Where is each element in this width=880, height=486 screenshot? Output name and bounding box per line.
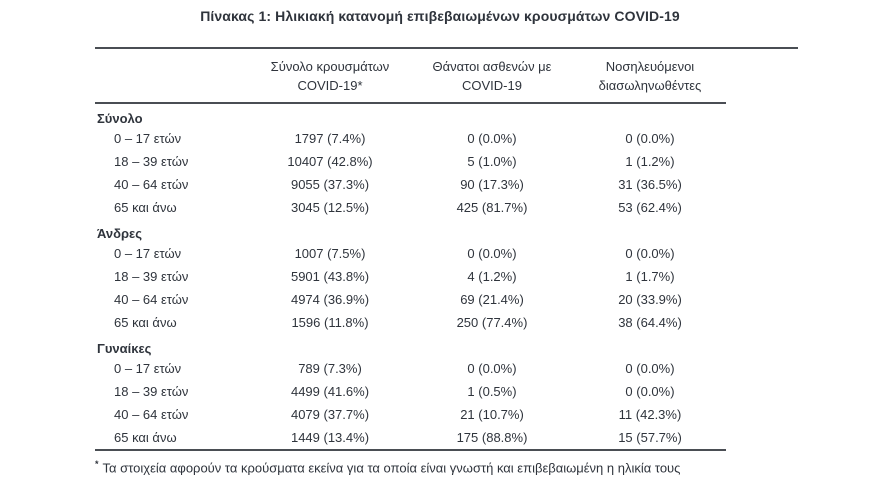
age-group-label: 0 – 17 ετών xyxy=(114,131,182,146)
cases-cell: 1797 (7.4%) xyxy=(294,131,366,146)
age-group-label: 18 – 39 ετών xyxy=(114,384,189,399)
column-header-line: COVID-19* xyxy=(297,78,363,93)
section-label-men: Άνδρες xyxy=(97,226,142,241)
deaths-cell: 69 (21.4%) xyxy=(460,292,524,307)
intubated-cell: 0 (0.0%) xyxy=(625,246,675,261)
table-row: 0 – 17 ετών 1007 (7.5%) 0 (0.0%) 0 (0.0%… xyxy=(95,242,726,265)
intubated-cell: 38 (64.4%) xyxy=(618,315,682,330)
table-row: 65 και άνω 3045 (12.5%) 425 (81.7%) 53 (… xyxy=(95,196,726,219)
cases-cell: 9055 (37.3%) xyxy=(290,177,370,192)
intubated-cell: 0 (0.0%) xyxy=(625,384,675,399)
table-row: 0 – 17 ετών 1797 (7.4%) 0 (0.0%) 0 (0.0%… xyxy=(95,127,726,150)
intubated-cell: 53 (62.4%) xyxy=(618,200,682,215)
table-row: 18 – 39 ετών 5901 (43.8%) 4 (1.2%) 1 (1.… xyxy=(95,265,726,288)
intubated-cell: 1 (1.2%) xyxy=(625,154,675,169)
intubated-cell: 11 (42.3%) xyxy=(618,407,682,422)
deaths-cell: 175 (88.8%) xyxy=(456,430,528,445)
age-group-label: 0 – 17 ετών xyxy=(114,246,182,261)
column-header-line: COVID-19 xyxy=(462,78,522,93)
column-header-deaths: Θάνατοι ασθενών με COVID-19 xyxy=(410,57,574,95)
deaths-cell: 90 (17.3%) xyxy=(460,177,524,192)
intubated-cell: 0 (0.0%) xyxy=(625,361,675,376)
cases-cell: 5901 (43.8%) xyxy=(290,269,370,284)
table-header: Σύνολο κρουσμάτων COVID-19* Θάνατοι ασθε… xyxy=(95,49,726,104)
footnote-text: Τα στοιχεία αφορούν τα κρούσματα εκείνα … xyxy=(102,460,681,476)
cases-cell: 1596 (11.8%) xyxy=(291,315,369,330)
age-group-label: 0 – 17 ετών xyxy=(114,361,182,376)
column-header-line: Σύνολο κρουσμάτων xyxy=(270,59,390,74)
table-body: Σύνολο 0 – 17 ετών 1797 (7.4%) 0 (0.0%) … xyxy=(95,104,726,451)
table-row: 18 – 39 ετών 10407 (42.8%) 5 (1.0%) 1 (1… xyxy=(95,150,726,173)
covid-age-table: Σύνολο κρουσμάτων COVID-19* Θάνατοι ασθε… xyxy=(95,47,798,451)
column-header-intubated: Νοσηλευόμενοι διασωληνωθέντες xyxy=(574,57,726,95)
intubated-cell: 31 (36.5%) xyxy=(618,177,682,192)
deaths-cell: 21 (10.7%) xyxy=(460,407,524,422)
table-title: Πίνακας 1: Ηλικιακή κατανομή επιβεβαιωμέ… xyxy=(200,8,680,24)
column-header-line: Θάνατοι ασθενών με xyxy=(432,59,552,74)
cases-cell: 1007 (7.5%) xyxy=(294,246,366,261)
table-row: 18 – 39 ετών 4499 (41.6%) 1 (0.5%) 0 (0.… xyxy=(95,380,726,403)
intubated-cell: 1 (1.7%) xyxy=(625,269,675,284)
table-row: 40 – 64 ετών 4974 (36.9%) 69 (21.4%) 20 … xyxy=(95,288,726,311)
deaths-cell: 0 (0.0%) xyxy=(467,361,517,376)
age-group-label: 65 και άνω xyxy=(114,315,177,330)
intubated-cell: 0 (0.0%) xyxy=(625,131,675,146)
cases-cell: 4499 (41.6%) xyxy=(290,384,370,399)
age-group-label: 40 – 64 ετών xyxy=(114,292,189,307)
cases-cell: 4974 (36.9%) xyxy=(290,292,370,307)
column-header-line: Νοσηλευόμενοι xyxy=(605,59,695,74)
table-row: 65 και άνω 1596 (11.8%) 250 (77.4%) 38 (… xyxy=(95,311,726,334)
deaths-cell: 0 (0.0%) xyxy=(467,131,517,146)
cases-cell: 3045 (12.5%) xyxy=(290,200,370,215)
table-footnote: * Τα στοιχεία αφορούν τα κρούσματα εκείνα… xyxy=(95,455,867,477)
deaths-cell: 5 (1.0%) xyxy=(467,154,517,169)
table-row: 40 – 64 ετών 9055 (37.3%) 90 (17.3%) 31 … xyxy=(95,173,726,196)
age-group-label: 40 – 64 ετών xyxy=(114,407,189,422)
column-header-line: διασωληνωθέντες xyxy=(598,78,702,93)
cases-cell: 4079 (37.7%) xyxy=(290,407,370,422)
age-group-label: 18 – 39 ετών xyxy=(114,154,189,169)
cases-cell: 10407 (42.8%) xyxy=(287,154,373,169)
intubated-cell: 20 (33.9%) xyxy=(618,292,682,307)
section-label-total: Σύνολο xyxy=(97,111,143,126)
age-group-label: 18 – 39 ετών xyxy=(114,269,189,284)
deaths-cell: 1 (0.5%) xyxy=(467,384,517,399)
deaths-cell: 0 (0.0%) xyxy=(467,246,517,261)
header-corner-empty xyxy=(95,57,250,95)
deaths-cell: 425 (81.7%) xyxy=(456,200,528,215)
deaths-cell: 4 (1.2%) xyxy=(467,269,517,284)
table-row: 65 και άνω 1449 (13.4%) 175 (88.8%) 15 (… xyxy=(95,426,726,449)
section-label-women: Γυναίκες xyxy=(97,341,152,356)
table-row: 40 – 64 ετών 4079 (37.7%) 21 (10.7%) 11 … xyxy=(95,403,726,426)
column-header-total-cases: Σύνολο κρουσμάτων COVID-19* xyxy=(250,57,410,95)
age-group-label: 65 και άνω xyxy=(114,430,177,445)
table-row: 0 – 17 ετών 789 (7.3%) 0 (0.0%) 0 (0.0%) xyxy=(95,357,726,380)
footnote-marker: * xyxy=(95,459,99,469)
cases-cell: 1449 (13.4%) xyxy=(290,430,370,445)
intubated-cell: 15 (57.7%) xyxy=(618,430,682,445)
age-group-label: 65 και άνω xyxy=(114,200,177,215)
age-group-label: 40 – 64 ετών xyxy=(114,177,189,192)
deaths-cell: 250 (77.4%) xyxy=(456,315,528,330)
cases-cell: 789 (7.3%) xyxy=(298,361,362,376)
